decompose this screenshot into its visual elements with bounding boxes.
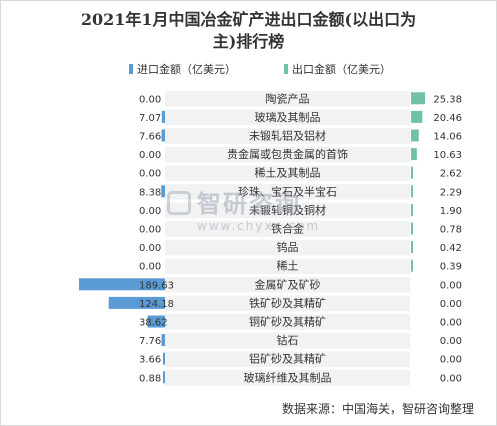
category-band [165,351,410,367]
import-value-label: 189.63 [139,280,174,291]
category-label: 玻璃纤维及其制品 [244,370,332,384]
category-label: 贵金属或包贵金属的首饰 [227,147,348,161]
export-value-label: 20.46 [433,113,462,124]
legend-label-import: 进口金额（亿美元） [137,63,236,76]
export-bar [411,129,419,142]
category-label: 陶瓷产品 [266,91,310,105]
export-bar [411,110,423,123]
export-value-label: 0.78 [440,225,462,236]
export-value-label: 25.38 [433,94,462,105]
category-label: 铁合金 [271,222,304,236]
category-band [165,370,410,386]
category-band [165,91,410,107]
category-label: 铝矿砂及其精矿 [249,352,326,366]
legend-item-import: 进口金额（亿美元） [129,63,236,77]
export-bar [411,259,413,272]
export-value-label: 0.00 [440,299,462,310]
import-bar [161,110,165,123]
category-band [165,277,410,293]
export-bar [411,148,417,161]
import-value-label: 0.00 [139,150,161,161]
chart-title: 2021年1月中国冶金矿产进出口金额(以出口为 主)排行榜 [1,9,496,53]
category-label: 铜矿砂及其精矿 [249,315,326,329]
category-band [165,109,410,126]
import-bar [79,278,165,291]
import-bar [147,315,165,328]
import-value-label: 0.00 [139,206,161,217]
category-band [165,184,410,200]
import-value-label: 0.00 [139,225,161,236]
export-value-label: 14.06 [433,132,462,143]
export-value-label: 2.62 [440,169,462,180]
chart-title-line-2: 主)排行榜 [212,32,285,51]
import-value-label: 38.62 [139,318,168,329]
export-bar [411,241,413,254]
category-label: 钴石 [277,333,299,347]
import-bar [163,352,165,365]
category-band [165,202,410,219]
export-value-label: 0.39 [440,262,462,273]
category-label: 金属矿及矿砂 [255,277,321,291]
category-label: 稀土及其制品 [255,167,321,180]
export-bar [411,203,413,216]
category-label: 稀土 [277,260,299,273]
chart-title-line-1: 2021年1月中国冶金矿产进出口金额(以出口为 [80,10,417,29]
legend-label-export: 出口金额（亿美元） [292,63,391,76]
category-band [165,295,410,312]
export-value-label: 2.29 [440,187,462,198]
import-value-label: 7.07 [139,113,161,124]
category-band [165,128,410,144]
import-value-label: 8.38 [139,187,161,198]
legend-swatch-export [284,64,288,74]
legend-swatch-import [129,64,133,74]
category-label: 未锻轧铜及铜材 [249,203,326,217]
import-value-label: 0.00 [139,243,161,254]
category-label: 玻璃及其制品 [255,110,321,124]
import-bar [161,185,165,198]
export-value-label: 0.00 [440,336,462,347]
export-bar [411,185,413,198]
export-value-label: 0.00 [440,373,462,384]
import-value-label: 3.66 [139,355,161,366]
import-value-label: 7.66 [139,132,161,143]
export-value-label: 0.00 [440,318,462,329]
export-bar [411,166,413,179]
import-bar [163,371,165,384]
category-label: 未锻轧铝及铝材 [249,129,326,143]
import-bar [108,296,165,309]
export-value-label: 0.00 [440,355,462,366]
export-bar [411,92,425,105]
import-value-label: 7.76 [139,336,161,347]
export-bar [411,222,413,235]
export-value-label: 0.00 [440,280,462,291]
category-band [165,221,410,237]
export-value-label: 10.63 [433,150,462,161]
category-band [165,332,410,349]
import-bar [161,334,165,347]
category-band [165,258,410,274]
source-note: 数据来源：中国海关，智研咨询整理 [281,402,474,416]
legend-item-export: 出口金额（亿美元） [284,63,391,77]
import-value-label: 0.00 [139,169,161,180]
category-label: 铁矿砂及其精矿 [249,297,326,310]
category-band [165,239,410,256]
import-value-label: 0.00 [139,262,161,273]
import-bar [161,129,165,142]
export-value-label: 0.42 [440,243,462,254]
import-value-label: 0.00 [139,94,161,105]
category-band [165,165,410,181]
category-band [165,146,410,163]
import-value-label: 124.18 [139,299,174,310]
category-label: 珍珠、宝石及半宝石 [238,184,337,198]
category-band [165,314,410,330]
export-value-label: 1.90 [440,206,462,217]
import-value-label: 0.88 [139,373,161,384]
category-label: 钨品 [277,241,299,254]
